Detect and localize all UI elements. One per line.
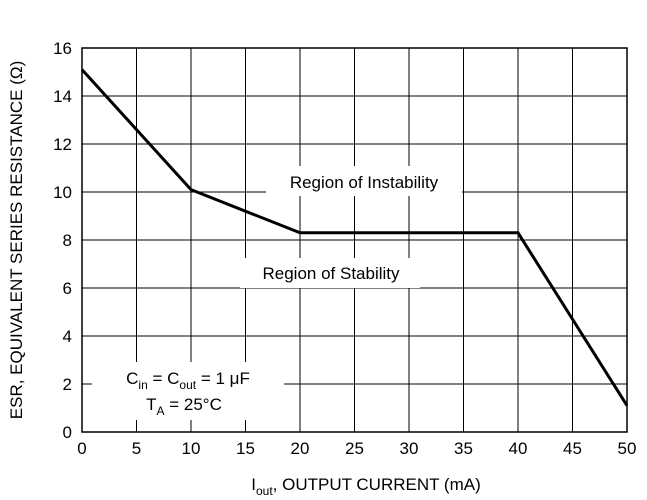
y-tick-label: 10 (53, 183, 72, 202)
x-tick-label: 40 (509, 439, 528, 458)
x-tick-label: 50 (618, 439, 637, 458)
y-tick-label: 14 (53, 87, 72, 106)
stability-label: Region of Stability (262, 264, 400, 283)
y-tick-label: 4 (63, 327, 72, 346)
x-tick-label: 5 (132, 439, 141, 458)
y-tick-label: 6 (63, 279, 72, 298)
y-tick-label: 0 (63, 423, 72, 442)
x-tick-label: 15 (236, 439, 255, 458)
stability-label-background (240, 258, 420, 288)
esr-boundary-line (80, 68, 629, 407)
x-tick-label: 35 (454, 439, 473, 458)
x-tick-label: 25 (345, 439, 364, 458)
x-tick-label: 0 (77, 439, 86, 458)
conditions-line-capacitance: Cin = Cout = 1 μF (126, 369, 250, 392)
y-axis-title: ESR, EQUIVALENT SERIES RESISTANCE (Ω) (7, 61, 26, 419)
instability-label-background (266, 166, 462, 196)
x-axis-title: Iout, OUTPUT CURRENT (mA) (251, 475, 481, 498)
tick-labels: 0 5 10 15 20 25 30 35 40 45 50 0 2 4 6 8 10 12 14 16 (53, 39, 636, 458)
x-tick-label: 10 (182, 439, 201, 458)
plot-frame (81, 47, 628, 433)
instability-label: Region of Instability (290, 173, 439, 192)
x-tick-label: 30 (400, 439, 419, 458)
y-tick-label: 16 (53, 39, 72, 58)
y-tick-label: 12 (53, 135, 72, 154)
conditions-background (92, 362, 284, 420)
conditions-line-temperature: TA = 25°C (146, 395, 222, 418)
y-tick-label: 2 (63, 375, 72, 394)
series-lines (80, 68, 629, 407)
x-tick-label: 20 (291, 439, 310, 458)
x-tick-label: 45 (563, 439, 582, 458)
y-tick-label: 8 (63, 231, 72, 250)
